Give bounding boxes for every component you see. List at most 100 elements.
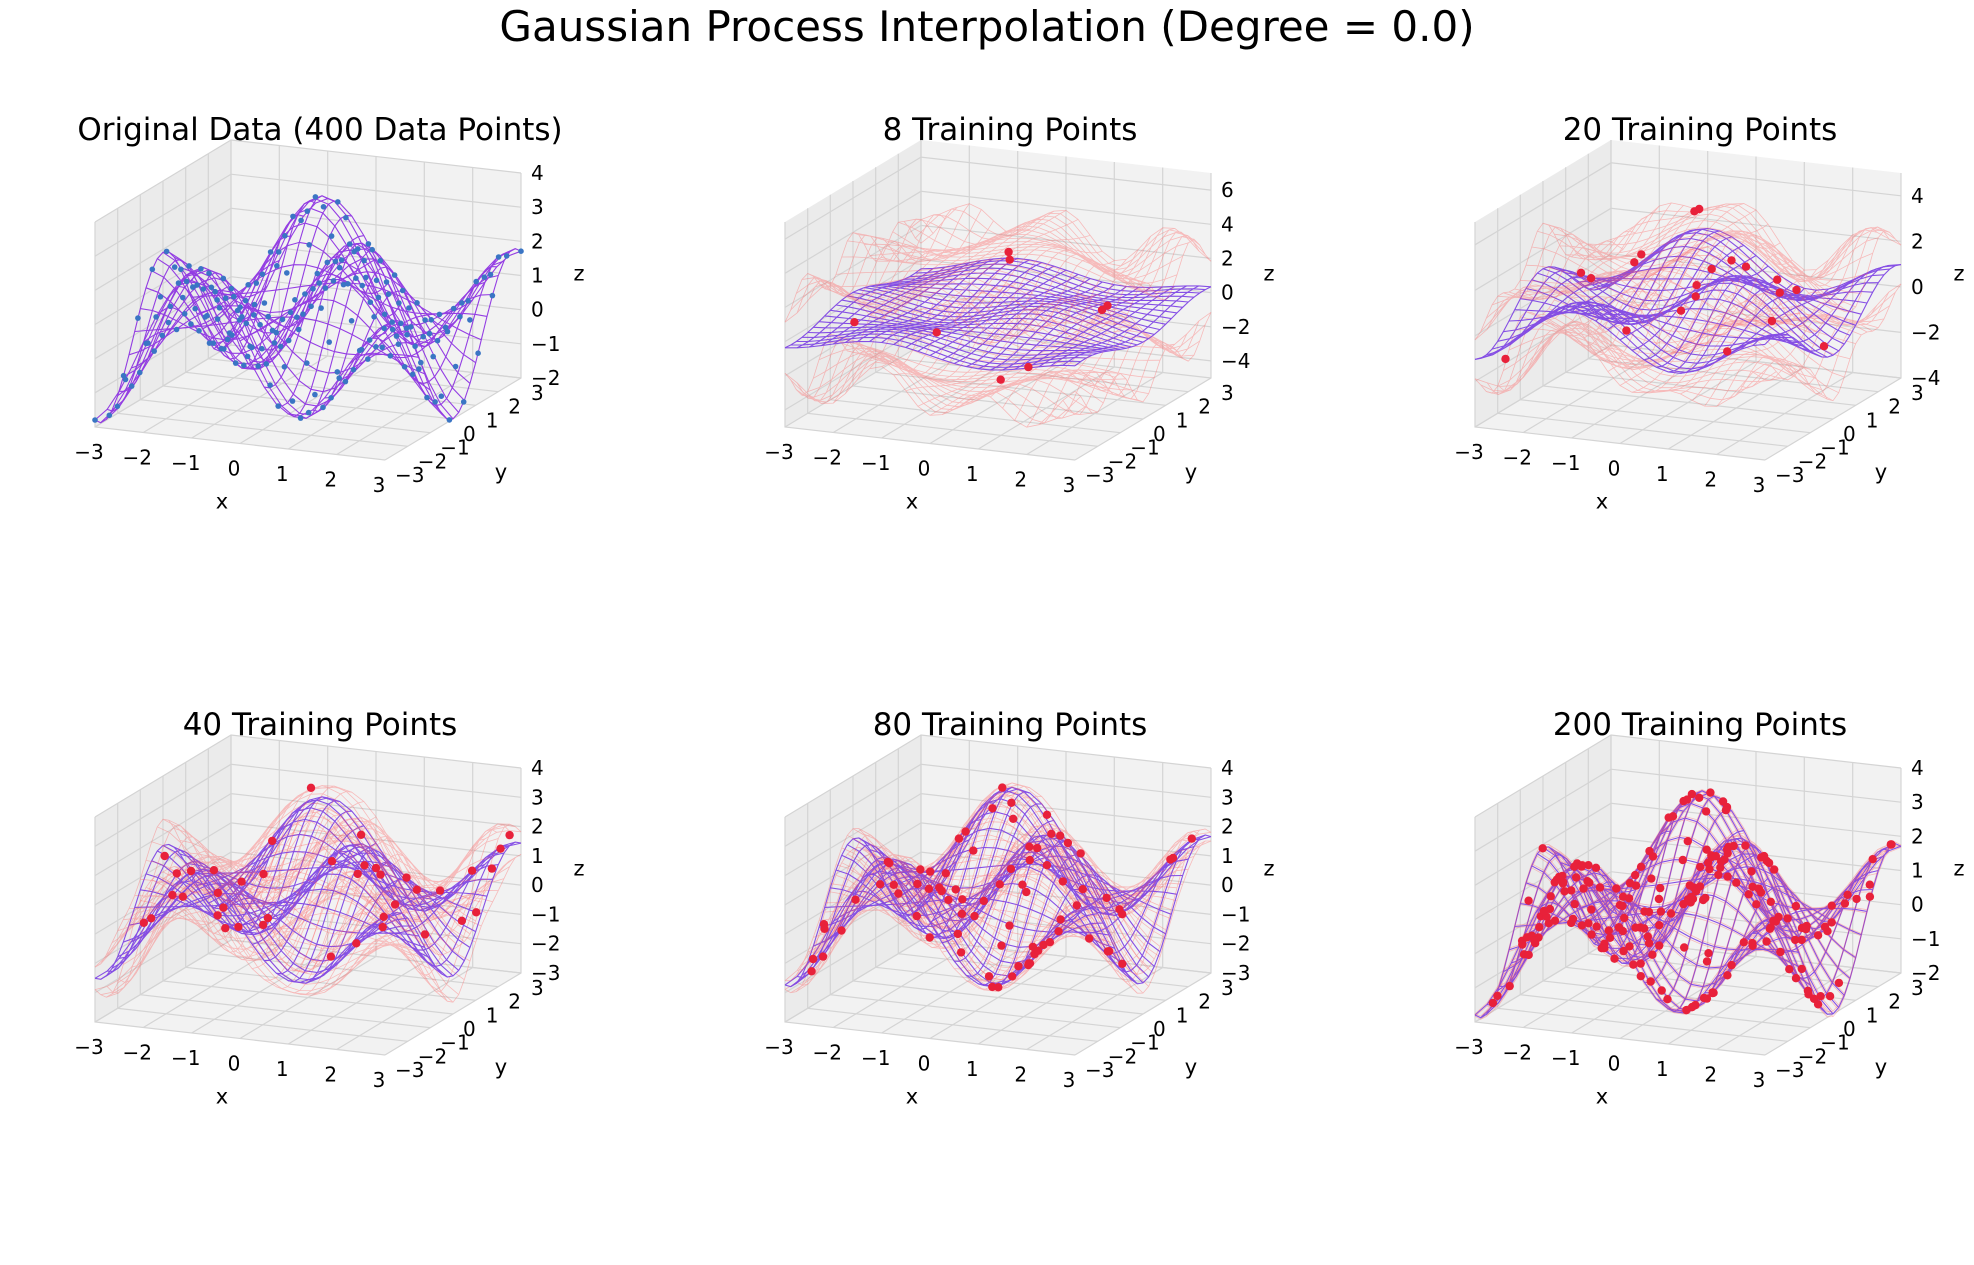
mesh-line: [1740, 305, 1878, 389]
z-axis-label: z: [1953, 262, 1964, 286]
mesh-line: [905, 219, 1042, 305]
mesh-line: [1497, 270, 1788, 337]
mesh-line: [841, 256, 1132, 305]
data-point: [369, 246, 376, 253]
training-point: [412, 885, 421, 894]
mesh-line: [1050, 285, 1188, 367]
data-point: [114, 403, 121, 410]
mesh-line: [131, 834, 268, 917]
mesh-line: [852, 824, 1144, 973]
mesh-line: [1508, 270, 1800, 321]
data-point: [424, 394, 430, 401]
mesh-line: [227, 801, 364, 885]
mesh-line: [372, 823, 510, 946]
mesh-line: [1535, 273, 1672, 363]
training-point: [496, 844, 505, 853]
mesh-line: [833, 829, 970, 912]
data-point: [404, 331, 410, 338]
training-point: [1834, 978, 1844, 988]
training-point: [924, 884, 934, 893]
training-point: [1560, 887, 1569, 896]
data-point: [361, 257, 367, 264]
y-tick-label: −1: [440, 1031, 469, 1055]
training-point: [360, 861, 369, 870]
mesh-line: [953, 235, 1091, 321]
data-point: [287, 309, 294, 316]
figure-suptitle: Gaussian Process Interpolation (Degree =…: [499, 2, 1475, 51]
mesh-line: [179, 788, 316, 909]
y-tick-label: 2: [508, 395, 521, 419]
mesh-line: [1038, 228, 1175, 324]
y-tick-label: 1: [486, 1003, 499, 1027]
mesh-line: [807, 352, 1098, 413]
training-point: [352, 939, 361, 948]
x-tick-label: −1: [861, 1046, 890, 1070]
training-point: [970, 911, 979, 921]
z-axis-label: z: [573, 262, 584, 286]
data-point: [231, 293, 237, 300]
training-point: [1085, 934, 1094, 943]
data-point: [128, 383, 135, 389]
z-tick-label: 4: [531, 756, 544, 780]
training-point: [1716, 857, 1726, 866]
mesh-line: [207, 222, 499, 342]
mesh-line: [1565, 235, 1856, 308]
data-point: [467, 317, 473, 323]
training-point: [1696, 862, 1705, 872]
training-point: [1524, 950, 1533, 960]
z-tick-label: 2: [531, 229, 544, 253]
z-tick-label: 2: [1911, 229, 1924, 253]
training-point: [1766, 897, 1775, 906]
data-point: [428, 317, 435, 323]
grid-line: [784, 734, 1212, 818]
training-point: [1741, 841, 1750, 850]
training-point: [851, 895, 860, 904]
mesh-line: [784, 366, 1076, 428]
mesh-line: [372, 845, 509, 968]
data-point: [308, 303, 314, 310]
data-point: [367, 299, 374, 305]
training-point: [1022, 887, 1031, 897]
training-point: [1568, 914, 1578, 924]
data-point: [346, 241, 353, 247]
mesh-line: [813, 275, 1104, 328]
training-point: [1636, 959, 1645, 968]
mesh-line: [348, 281, 485, 365]
subplot-200-training-points: 200 Training Points −3 −2 −1 0 1 2 3 −3 −2 −1 0 1 2 3…: [1380, 705, 1974, 1265]
training-point: [953, 929, 963, 939]
training-point: [1558, 871, 1567, 881]
training-point: [1723, 872, 1732, 881]
training-point: [1676, 306, 1686, 315]
training-point: [1727, 960, 1736, 970]
mesh-line: [847, 830, 1138, 975]
data-point: [171, 264, 178, 270]
x-axis-label: x: [216, 490, 228, 514]
mesh-line: [905, 305, 1043, 392]
grid-line: [784, 190, 1212, 274]
data-point: [314, 270, 321, 277]
mesh-line: [1728, 315, 1866, 400]
training-point: [1637, 250, 1646, 259]
mesh-line: [128, 910, 420, 954]
mesh-line: [790, 282, 1081, 344]
data-point: [414, 300, 420, 306]
data-point: [173, 326, 180, 333]
training-point: [1654, 894, 1664, 904]
mesh-line: [1514, 328, 1805, 368]
data-point: [194, 282, 200, 288]
mesh-line: [841, 342, 1132, 391]
mesh-line: [824, 270, 1115, 325]
mesh-line: [1491, 320, 1783, 394]
mesh-line: [1525, 311, 1817, 379]
z-tick-label: 2: [1221, 815, 1234, 839]
training-point: [219, 903, 228, 912]
mesh-line: [312, 835, 449, 965]
mesh-line: [917, 320, 1055, 407]
z-tick-label: 0: [1911, 893, 1924, 917]
mesh-line: [179, 810, 316, 961]
data-point: [373, 277, 380, 284]
training-point: [1629, 960, 1638, 969]
mesh-line: [1764, 844, 1902, 1018]
training-point: [472, 908, 481, 917]
